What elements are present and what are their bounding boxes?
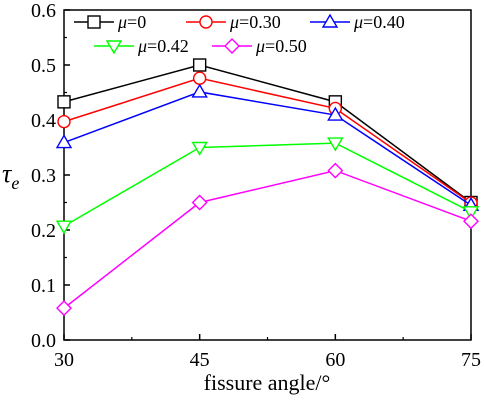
legend-label-symbol: μ [137,36,147,56]
data-point [55,220,73,235]
legend-label: μ=0 [117,12,146,32]
legend-item: μ=0.40 [310,12,405,32]
data-point [56,300,72,317]
data-point [462,206,480,221]
legend-label-value: =0.30 [239,12,281,32]
legend-marker [87,15,101,29]
legend-item: μ=0.50 [212,36,307,56]
y-axis-title: τe [2,159,19,193]
y-tick-label: 0.3 [31,165,56,187]
plot-frame [63,9,472,341]
y-tick-label: 0.0 [31,330,56,352]
legend-marker [321,13,339,28]
data-point [327,137,344,152]
y-axis-title-symbol: τ [2,159,13,188]
x-tick-label: 75 [461,349,481,371]
series-2 [55,83,480,211]
data-point [463,213,479,230]
data-point [192,71,207,85]
legend-label-symbol: μ [255,36,265,56]
data-point [191,141,208,156]
legend-label-value: =0 [127,12,146,32]
series-1 [57,71,478,210]
x-tick-label: 45 [190,349,210,371]
plot-series [55,58,480,317]
legend-item: μ=0 [74,12,146,32]
series-line [63,142,472,227]
legend-label-symbol: μ [353,12,363,32]
legend-label-symbol: μ [117,12,127,32]
legend-marker [199,15,213,29]
y-tick-label: 0.2 [31,220,56,242]
legend-label: μ=0.40 [353,12,405,32]
data-point [191,83,208,98]
y-axis-title-subscript: e [11,173,19,193]
legend-label: μ=0.30 [229,12,281,32]
legend: μ=0 μ=0.30 μ=0.40μ=0.42 μ=0.50 [74,12,405,56]
legend-label-value: =0.40 [363,12,405,32]
y-tick-label: 0.5 [31,55,56,77]
data-point [327,162,344,179]
series-line [63,77,472,204]
legend-label: μ=0.42 [137,36,189,56]
data-point [55,134,73,149]
legend-marker [105,40,123,55]
series-line [63,64,472,204]
legend-label: μ=0.50 [255,36,307,56]
series-4 [56,162,479,317]
data-point [192,58,207,72]
y-tick-label: 0.6 [31,0,56,22]
legend-item: μ=0.42 [94,36,189,56]
legend-label-value: =0.42 [147,36,189,56]
series-3 [55,137,480,235]
y-tick-label: 0.1 [31,275,56,297]
data-point [327,106,344,121]
legend-label-value: =0.50 [265,36,307,56]
legend-label-symbol: μ [229,12,239,32]
y-tick-label: 0.4 [31,110,56,132]
data-point [57,95,71,109]
series-line [63,169,472,309]
data-point [57,114,71,129]
x-tick-label: 30 [54,349,74,371]
legend-marker [224,38,240,54]
axes: 0.0 0.1 0.2 0.3 0.4 0.5 0.6 30 45 60 75 [31,0,481,371]
series-line [63,91,472,206]
legend-item: μ=0.30 [186,12,281,32]
x-axis-title: fissure angle/° [204,370,331,395]
x-tick-label: 60 [325,349,345,371]
data-point [191,194,208,211]
